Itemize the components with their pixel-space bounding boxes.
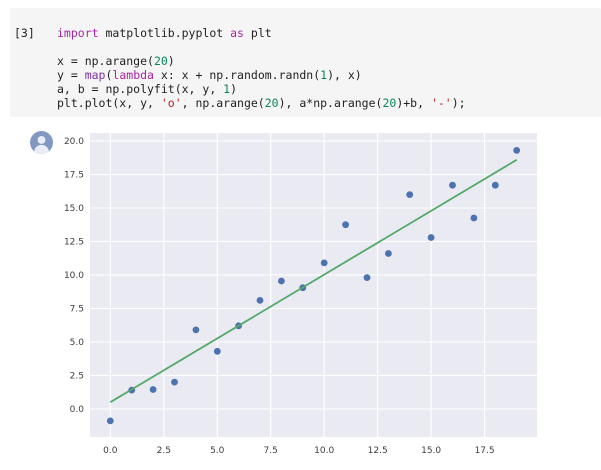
code-editor[interactable]: import matplotlib.pyplot as plt x = np.a… bbox=[57, 26, 466, 110]
code-line: plt.plot(x, y, 'o', np.arange(20), a*np.… bbox=[57, 96, 466, 110]
code-line: import matplotlib.pyplot as plt bbox=[57, 26, 272, 40]
svg-text:17.5: 17.5 bbox=[64, 171, 84, 181]
svg-text:2.5: 2.5 bbox=[70, 371, 84, 381]
svg-text:7.5: 7.5 bbox=[70, 304, 84, 314]
svg-text:2.5: 2.5 bbox=[157, 446, 171, 456]
cell-execution-count: [3] bbox=[14, 26, 35, 40]
svg-text:0.0: 0.0 bbox=[103, 446, 118, 456]
svg-text:5.0: 5.0 bbox=[210, 446, 225, 456]
svg-text:20.0: 20.0 bbox=[64, 137, 84, 147]
svg-text:5.0: 5.0 bbox=[70, 338, 85, 348]
code-cell[interactable]: [3] import matplotlib.pyplot as plt x = … bbox=[10, 8, 601, 117]
svg-text:15.0: 15.0 bbox=[421, 446, 441, 456]
code-line bbox=[57, 40, 466, 54]
svg-text:17.5: 17.5 bbox=[475, 446, 495, 456]
svg-text:15.0: 15.0 bbox=[64, 204, 84, 214]
code-line: y = map(lambda x: x + np.random.randn(1)… bbox=[57, 68, 362, 82]
svg-text:10.0: 10.0 bbox=[64, 271, 84, 281]
svg-text:12.5: 12.5 bbox=[64, 237, 84, 247]
svg-text:0.0: 0.0 bbox=[70, 405, 85, 415]
svg-text:7.5: 7.5 bbox=[264, 446, 278, 456]
svg-text:12.5: 12.5 bbox=[368, 446, 388, 456]
code-line: a, b = np.polyfit(x, y, 1) bbox=[57, 82, 238, 96]
user-avatar-icon bbox=[30, 131, 53, 154]
output-area: 0.0 2.5 5.0 7.5 10.0 12.5 15.0 17.5 0.0 2.5 5.0 7.5… bbox=[0, 125, 601, 470]
matplotlib-output-chart: 0.0 2.5 5.0 7.5 10.0 12.5 15.0 17.5 0.0 2.5 5.0 7.5… bbox=[64, 133, 537, 456]
code-line: x = np.arange(20) bbox=[57, 54, 175, 68]
svg-text:10.0: 10.0 bbox=[314, 446, 334, 456]
